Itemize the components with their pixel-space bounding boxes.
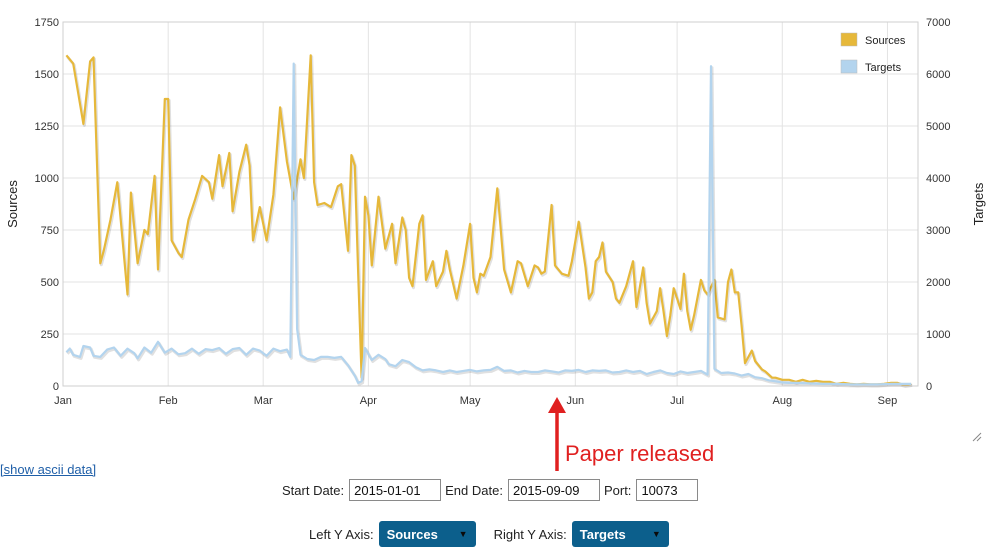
resize-handle[interactable] [972, 429, 982, 442]
right-axis-ticks: 0 1000 2000 3000 4000 5000 6000 7000 [926, 17, 950, 393]
paper-released-annotation: Paper released [565, 441, 715, 466]
legend-label-targets: Targets [865, 62, 902, 74]
x-tick-label: May [460, 395, 481, 407]
legend-label-sources: Sources [865, 35, 906, 47]
legend-swatch-sources [840, 32, 858, 47]
right-y-axis-label: Right Y Axis: [493, 526, 567, 542]
left-axis-ticks: 0 250 500 750 1000 1250 1500 1750 [35, 17, 59, 393]
x-tick-label: Jul [670, 395, 684, 407]
left-tick-label: 1000 [35, 173, 59, 185]
start-date-label: Start Date: [282, 482, 345, 498]
x-axis-ticks: Jan Feb Mar Apr May Jun Jul Aug Sep [54, 395, 897, 407]
right-tick-label: 1000 [926, 329, 950, 341]
left-axis-title: Sources [5, 180, 20, 228]
left-tick-label: 500 [41, 277, 59, 289]
left-tick-label: 250 [41, 329, 59, 341]
right-y-axis-select[interactable]: Targets ▼ [571, 521, 669, 547]
x-tick-label: Apr [360, 395, 377, 407]
x-tick-label: Jun [566, 395, 584, 407]
left-y-axis-value: Sources [386, 526, 438, 542]
legend: Sources Targets [840, 32, 906, 74]
legend-swatch-targets [840, 59, 858, 74]
series-shadow-targets [66, 63, 913, 388]
left-y-axis-label: Left Y Axis: [309, 526, 374, 542]
right-axis-title: Targets [971, 182, 986, 225]
right-y-axis-value: Targets [579, 526, 626, 542]
chevron-down-icon: ▼ [458, 529, 468, 539]
port-label: Port: [603, 482, 632, 498]
series-layer [65, 54, 913, 388]
left-tick-label: 1750 [35, 17, 59, 29]
end-date-input[interactable] [507, 479, 600, 501]
right-tick-label: 3000 [926, 225, 950, 237]
start-date-input[interactable] [349, 479, 442, 501]
series-shadow-sources [66, 55, 913, 388]
right-tick-label: 0 [926, 381, 932, 393]
x-tick-label: Mar [254, 395, 273, 407]
annotation-arrow [548, 397, 566, 471]
left-tick-label: 1250 [35, 121, 59, 133]
right-tick-label: 5000 [926, 121, 950, 133]
plot-frame [62, 21, 919, 387]
right-tick-label: 2000 [926, 277, 950, 289]
left-tick-label: 1500 [35, 69, 59, 81]
x-tick-label: Jan [54, 395, 72, 407]
end-date-label: End Date: [445, 482, 503, 498]
left-tick-label: 0 [53, 381, 59, 393]
date-controls: Start Date: End Date: Port: [282, 479, 702, 501]
chevron-down-icon: ▼ [651, 529, 661, 539]
x-tick-label: Aug [772, 395, 792, 407]
x-tick-label: Feb [159, 395, 178, 407]
chart-grid [62, 21, 918, 387]
right-tick-label: 6000 [926, 69, 950, 81]
right-tick-label: 4000 [926, 173, 950, 185]
left-tick-label: 750 [41, 225, 59, 237]
series-line-sources [65, 54, 912, 387]
x-tick-label: Sep [878, 395, 898, 407]
right-tick-label: 7000 [926, 17, 950, 29]
axis-controls: Left Y Axis: Sources ▼ Right Y Axis: Tar… [309, 521, 687, 547]
series-line-targets [65, 62, 912, 386]
left-y-axis-select[interactable]: Sources ▼ [378, 521, 476, 547]
show-ascii-data-link[interactable]: [show ascii data] [0, 462, 97, 477]
dual-axis-line-chart: 0 250 500 750 1000 1250 1500 1750 0 1000 2000 3000… [5, 17, 986, 407]
port-input[interactable] [636, 479, 699, 501]
